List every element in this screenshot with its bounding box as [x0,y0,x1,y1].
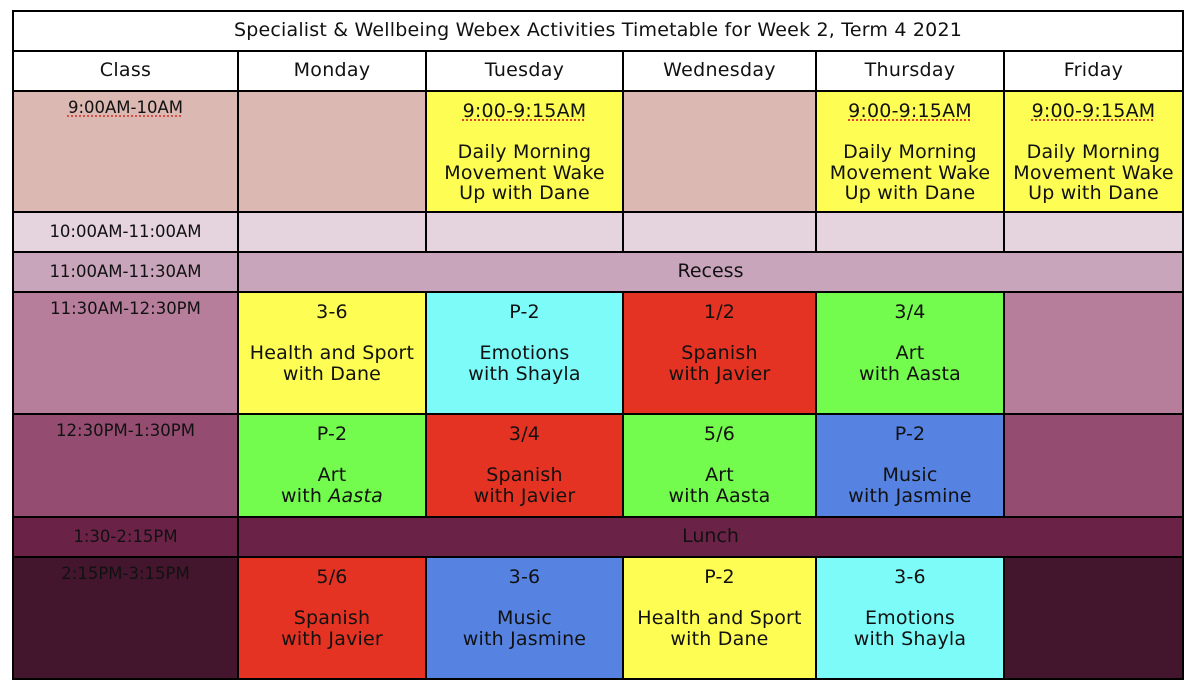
slot-10am-friday [1003,211,1184,253]
slot-215-tuesday: 3-6 Music with Jasmine [425,556,624,680]
grade-label: 3/4 [508,423,541,445]
activity-line: with Javier [473,484,576,507]
slot-1130-tuesday: P-2 Emotions with Shayla [425,291,624,415]
slot-215-thursday: 3-6 Emotions with Shayla [815,556,1005,680]
slot-9am-monday [237,90,427,213]
grade-label: P-2 [894,423,926,445]
time-slot-9am: 9:00AM-10AM [12,90,239,213]
activity-line: with Javier [281,627,383,650]
activity-line: with Aasta [239,484,425,507]
activity-line: Art [895,342,925,364]
activity-line: Music [882,464,938,486]
activity-line: Art [705,464,734,486]
activity-line: Health and Sport [637,607,802,629]
time-slot-10am: 10:00AM-11:00AM [12,211,239,253]
grade-label: P-2 [704,566,735,588]
recess-block: Recess [237,251,1184,293]
time-label: 9:00AM-10AM [67,98,184,117]
slot-9am-wednesday [622,90,817,213]
slot-9am-thursday: 9:00-9:15AM Daily Morning Movement Wake … [815,90,1005,213]
slot-1230-thursday: P-2 Music with Jasmine [815,413,1005,518]
activity-line: Movement Wake [444,161,605,184]
activity-line: with Dane [282,362,382,385]
header-monday: Monday [237,50,427,92]
timetable: Specialist & Wellbeing Webex Activities … [12,10,1184,680]
slot-215-friday [1003,556,1184,680]
slot-9am-friday: 9:00-9:15AM Daily Morning Movement Wake … [1003,90,1184,213]
activity-line: with Shayla [853,627,967,650]
grade-label: 3-6 [894,566,926,588]
activity-line: Daily Morning [1026,141,1161,163]
time-slot-1230pm: 12:30PM-1:30PM [12,413,239,518]
slot-1130-friday [1003,291,1184,415]
activity-line: Art [317,464,347,486]
teacher-name: Aasta [328,484,383,507]
slot-10am-wednesday [622,211,817,253]
activity-prefix: with [281,484,329,507]
activity-line: Spanish [486,464,563,486]
activity-line: Spanish [681,342,758,364]
activity-time: 9:00-9:15AM [462,100,587,122]
slot-10am-thursday [815,211,1005,253]
grade-label: 3-6 [508,566,541,588]
activity-time: 9:00-9:15AM [1031,100,1156,122]
slot-215-wednesday: P-2 Health and Sport with Dane [622,556,817,680]
slot-215-monday: 5/6 Spanish with Javier [237,556,427,680]
header-tuesday: Tuesday [425,50,624,92]
activity-line: with Dane [670,627,769,650]
activity-line: Emotions [864,607,956,629]
activity-line: Spanish [293,607,371,629]
slot-1130-monday: 3-6 Health and Sport with Dane [237,291,427,415]
header-class: Class [12,50,239,92]
grade-label: 5/6 [703,423,736,445]
timetable-title: Specialist & Wellbeing Webex Activities … [12,10,1184,52]
activity-line: Daily Morning [457,141,592,163]
slot-9am-tuesday: 9:00-9:15AM Daily Morning Movement Wake … [425,90,624,213]
header-friday: Friday [1003,50,1184,92]
slot-1230-tuesday: 3/4 Spanish with Javier [425,413,624,518]
activity-line: Daily Morning [843,141,977,163]
time-slot-215pm: 2:15PM-3:15PM [12,556,239,680]
activity-line: with Aasta [859,362,961,385]
activity-line: with Jasmine [462,627,587,650]
grade-label: 3/4 [894,301,926,323]
activity-time: 9:00-9:15AM [848,100,972,122]
activity-line: with Javier [668,362,771,385]
grade-label: 3-6 [316,301,348,323]
slot-1230-monday: P-2 Art with Aasta [237,413,427,518]
lunch-block: Lunch [237,516,1184,558]
slot-10am-tuesday [425,211,624,253]
grade-label: 1/2 [703,301,736,323]
slot-10am-monday [237,211,427,253]
slot-1230-friday [1003,413,1184,518]
activity-line: with Aasta [668,484,771,507]
activity-line: with Shayla [468,362,581,385]
activity-line: Movement Wake [829,161,991,184]
activity-line: Movement Wake [1013,161,1174,184]
grade-label: P-2 [316,423,348,445]
slot-1130-thursday: 3/4 Art with Aasta [815,291,1005,415]
time-slot-11am: 11:00AM-11:30AM [12,251,239,293]
activity-line: Music [496,607,553,629]
header-thursday: Thursday [815,50,1005,92]
activity-line: Health and Sport [249,342,415,364]
activity-line: with Jasmine [848,484,972,507]
time-slot-1130am: 11:30AM-12:30PM [12,291,239,415]
activity-line: Up with Dane [844,182,976,204]
slot-1130-wednesday: 1/2 Spanish with Javier [622,291,817,415]
slot-1230-wednesday: 5/6 Art with Aasta [622,413,817,518]
header-wednesday: Wednesday [622,50,817,92]
activity-line: Up with Dane [1028,182,1159,204]
grade-label: 5/6 [316,566,348,588]
activity-line: Up with Dane [459,182,590,204]
activity-line: Emotions [479,342,570,364]
grade-label: P-2 [509,301,540,323]
time-slot-130pm: 1:30-2:15PM [12,516,239,558]
